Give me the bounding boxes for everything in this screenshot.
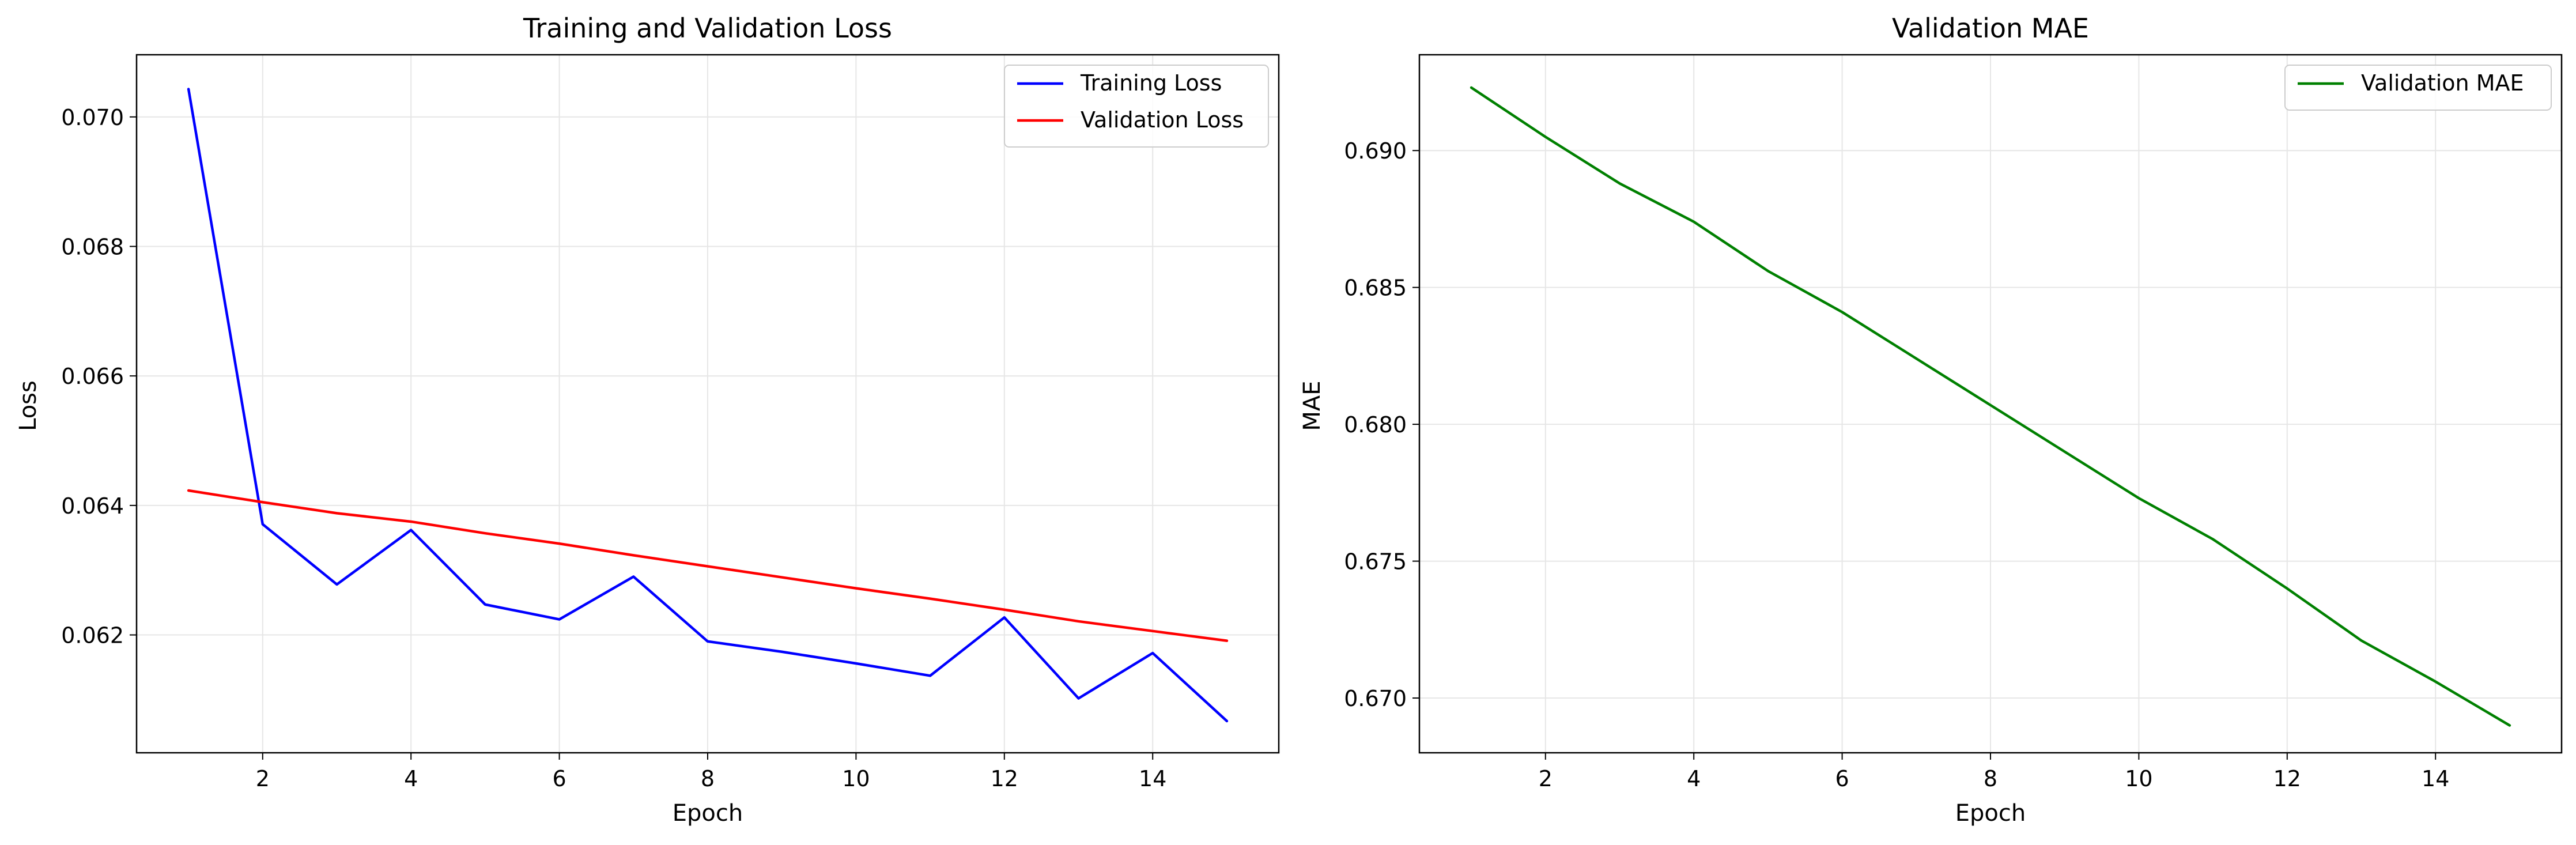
loss-legend: Training Loss Validation Loss: [1004, 65, 1269, 148]
mae-y-tick-label: 0.685: [1344, 276, 1407, 301]
mae-x-tick-label: 10: [2125, 766, 2152, 791]
mae-chart-y-axis-label: MAE: [1299, 380, 1325, 431]
loss-x-tick-label: 2: [256, 766, 270, 791]
loss-x-tick-label: 12: [991, 766, 1018, 791]
loss-y-tick-label: 0.070: [61, 105, 124, 130]
loss-y-tick-label: 0.068: [61, 235, 124, 260]
loss-y-tick-label: 0.064: [61, 493, 124, 519]
loss-x-tick-label: 8: [701, 766, 715, 791]
mae-axes-frame: [1418, 54, 2563, 754]
mae-x-tick-label: 12: [2273, 766, 2301, 791]
mae-chart-title: Validation MAE: [1892, 13, 2089, 44]
loss-series-validation-loss-line: [187, 489, 1229, 642]
loss-legend-label-validation-loss: Validation Loss: [1081, 107, 1244, 133]
mae-series-validation-mae-line: [1470, 86, 2511, 727]
mae-y-tick-label: 0.680: [1344, 412, 1407, 437]
mae-x-tick-label: 2: [1539, 766, 1553, 791]
loss-x-tick-label: 6: [553, 766, 566, 791]
mae-y-tick-label: 0.670: [1344, 686, 1407, 711]
mae-legend: Validation MAE: [2284, 65, 2552, 111]
mae-y-tick-label: 0.690: [1344, 138, 1407, 164]
loss-chart-y-axis-label: Loss: [15, 380, 41, 431]
loss-chart-panel: Training and Validation Loss Epoch Loss …: [15, 13, 1280, 827]
mae-chart-x-axis-label: Epoch: [1955, 800, 2026, 827]
mae-legend-label-validation-mae: Validation MAE: [2361, 70, 2524, 96]
loss-legend-label-training-loss: Training Loss: [1080, 70, 1222, 96]
loss-series-training-loss-line: [187, 88, 1229, 723]
mae-y-tick-label: 0.675: [1344, 549, 1407, 575]
loss-x-tick-label: 4: [404, 766, 418, 791]
mae-chart-panel: Validation MAE Epoch MAE 2 4 6 8 10 12 14 0.670…: [1299, 13, 2563, 827]
mae-x-tick-label: 6: [1835, 766, 1849, 791]
loss-axes-frame: [135, 54, 1280, 754]
loss-chart-x-axis-label: Epoch: [673, 800, 743, 827]
loss-chart-title: Training and Validation Loss: [523, 13, 892, 44]
loss-y-tick-label: 0.066: [61, 364, 124, 389]
mae-x-tick-label: 4: [1687, 766, 1701, 791]
loss-legend-box: [1004, 65, 1269, 148]
loss-x-tick-label: 10: [842, 766, 870, 791]
loss-y-tick-label: 0.062: [61, 623, 124, 648]
loss-x-tick-label: 14: [1139, 766, 1166, 791]
mae-x-tick-label: 8: [1984, 766, 1997, 791]
mae-x-tick-label: 14: [2422, 766, 2449, 791]
mae-legend-box: [2284, 65, 2552, 111]
